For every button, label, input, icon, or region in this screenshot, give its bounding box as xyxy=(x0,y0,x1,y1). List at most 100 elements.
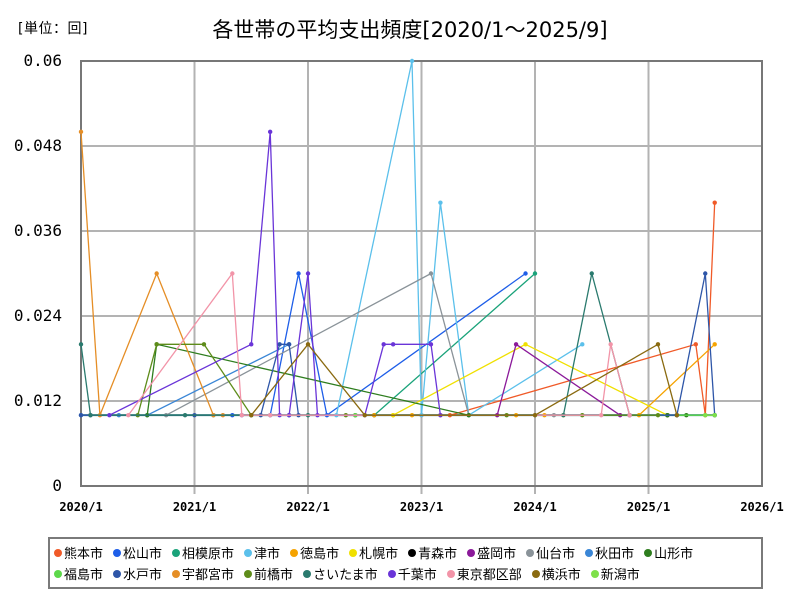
legend-marker-icon xyxy=(172,548,181,557)
x-tick-label: 2022/1 xyxy=(286,500,330,514)
series-line xyxy=(232,272,526,417)
data-point xyxy=(249,412,254,418)
data-point xyxy=(267,412,273,418)
legend-marker-icon xyxy=(113,569,122,578)
data-point xyxy=(362,412,367,418)
legend-label: 横浜市 xyxy=(541,568,581,583)
y-tick-label: 0.012 xyxy=(13,391,62,410)
legend-item: 水戸市 xyxy=(113,563,162,584)
legend-marker-icon xyxy=(408,548,417,557)
legend-label: 水戸市 xyxy=(123,568,163,583)
x-tick-label: 2021/1 xyxy=(172,500,217,514)
legend-label: 津市 xyxy=(254,547,281,562)
data-point xyxy=(580,342,585,347)
legend-marker-icon xyxy=(349,548,358,557)
legend-marker-icon xyxy=(590,569,599,578)
legend-label: 秋田市 xyxy=(595,547,635,562)
data-point xyxy=(523,342,528,347)
legend-item: 新潟市 xyxy=(590,563,640,584)
data-point xyxy=(381,342,386,347)
chart-title: 各世帯の平均支出頻度[2020/1～2025/9] xyxy=(212,18,608,42)
data-point xyxy=(154,342,159,347)
legend-item: 秋田市 xyxy=(585,542,634,563)
data-point xyxy=(305,271,311,276)
legend-label: 前橋市 xyxy=(254,568,294,583)
legend-marker-icon xyxy=(113,548,122,557)
legend-marker-icon xyxy=(303,569,312,578)
data-point xyxy=(428,271,434,276)
legend-item: 松山市 xyxy=(113,542,162,563)
x-tick-label: 2024/1 xyxy=(513,500,557,514)
legend-label: 青森市 xyxy=(418,547,458,562)
unit-label: [単位：回] xyxy=(18,21,88,37)
data-point xyxy=(78,129,84,135)
legend-label: 宇都宮市 xyxy=(182,568,235,583)
x-tick-label: 2023/1 xyxy=(399,500,444,514)
legend-item: 徳島市 xyxy=(290,542,339,563)
series-lines xyxy=(78,58,717,418)
data-point xyxy=(78,342,84,347)
data-point xyxy=(286,342,292,347)
data-point xyxy=(712,342,717,347)
legend-marker-icon xyxy=(244,548,253,557)
legend-marker-icon xyxy=(54,548,62,557)
data-point xyxy=(390,342,396,347)
data-point xyxy=(249,342,254,347)
legend-marker-icon xyxy=(244,569,253,578)
y-tick-label: 0 xyxy=(52,476,62,495)
legend-item: 福島市 xyxy=(54,563,103,584)
series-line xyxy=(109,131,442,416)
y-tick-label: 0.036 xyxy=(13,221,62,240)
y-tick-label: 0.024 xyxy=(13,306,62,325)
data-point xyxy=(703,412,708,418)
x-tick-label: 2026/1 xyxy=(740,500,784,514)
data-point xyxy=(712,200,717,205)
legend-item: 相模原市 xyxy=(172,542,234,563)
legend-marker-icon xyxy=(172,569,181,578)
legend-marker-icon xyxy=(54,569,62,578)
legend-marker-icon xyxy=(644,548,653,557)
data-point xyxy=(154,271,159,276)
data-point xyxy=(703,271,708,276)
data-point xyxy=(230,271,235,276)
data-point xyxy=(599,412,604,418)
y-tick-label: 0.06 xyxy=(23,51,62,70)
legend-item: 宇都宮市 xyxy=(172,563,234,584)
data-point xyxy=(655,342,661,347)
data-point xyxy=(523,271,528,276)
legend-item: 盛岡市 xyxy=(467,542,516,563)
legend-label: 松山市 xyxy=(123,547,163,562)
y-tick-label: 0.048 xyxy=(13,136,62,155)
x-tick-label: 2020/1 xyxy=(59,500,103,514)
legend-label: 徳島市 xyxy=(300,547,340,562)
legend-item: さいたま市 xyxy=(303,563,378,584)
series-line xyxy=(80,131,223,416)
data-point xyxy=(107,412,112,418)
legend-label: 東京都区部 xyxy=(456,568,522,583)
legend-marker-icon xyxy=(526,548,535,557)
data-point xyxy=(305,342,311,347)
legend-marker-icon xyxy=(467,548,476,557)
legend-item: 札幌市 xyxy=(349,542,398,563)
data-point xyxy=(296,271,301,276)
data-point xyxy=(532,412,538,418)
data-point xyxy=(239,412,244,418)
data-point xyxy=(126,412,131,418)
data-point xyxy=(438,200,443,205)
data-point xyxy=(409,58,415,64)
data-point xyxy=(712,412,717,418)
legend-label: 相模原市 xyxy=(182,547,235,562)
legend-label: 熊本市 xyxy=(64,547,104,562)
legend-marker-icon xyxy=(446,569,455,578)
data-point xyxy=(78,412,84,418)
legend: 熊本市 松山市 相模原市 津市 徳島市 札幌市 青森市 盛岡市 仙台市 秋田市 山形市 福島市 水戸市 宇… xyxy=(48,537,763,589)
data-point xyxy=(428,342,434,347)
legend-marker-icon xyxy=(585,548,594,557)
data-point xyxy=(627,412,632,418)
legend-marker-icon xyxy=(531,569,540,578)
gridlines xyxy=(81,61,762,494)
data-point xyxy=(608,342,613,347)
data-point xyxy=(589,271,594,276)
data-point xyxy=(267,129,273,135)
